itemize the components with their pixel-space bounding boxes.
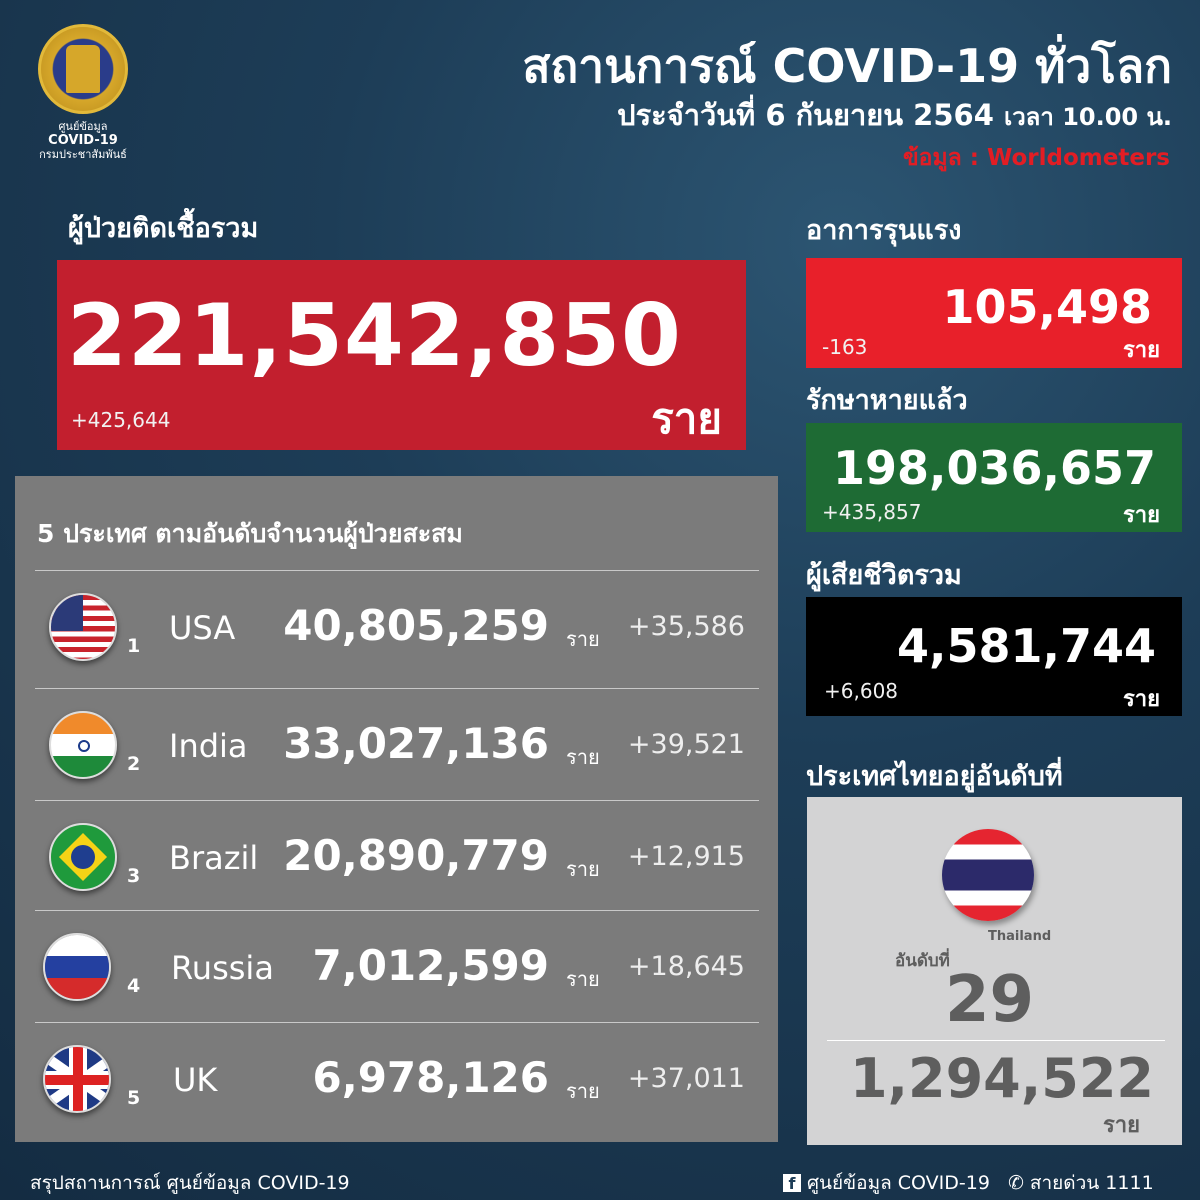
rank: 4 — [127, 975, 141, 997]
recovered-card: 198,036,657 +435,857 ราย — [806, 423, 1182, 532]
thailand-unit: ราย — [1102, 1113, 1140, 1138]
country-delta: +18,645 — [627, 951, 745, 982]
critical-value: 105,498 — [942, 280, 1152, 334]
footer-summary: สรุปสถานการณ์ ศูนย์ข้อมูล COVID-19 — [30, 1172, 350, 1194]
total-cases-value: 221,542,850 — [67, 286, 682, 386]
country-delta: +37,011 — [627, 1063, 745, 1094]
facebook-icon: f — [783, 1174, 801, 1193]
total-cases-card: 221,542,850 +425,644 ราย — [57, 260, 746, 450]
top5-panel: 5 ประเทศ ตามอันดับจำนวนผู้ป่วยสะสม 1 USA… — [15, 476, 778, 1142]
facebook-page[interactable]: ศูนย์ข้อมูล COVID-19 — [807, 1172, 990, 1194]
country-count: 20,890,779 — [283, 831, 549, 880]
india-flag-icon — [49, 711, 117, 779]
top5-title: 5 ประเทศ ตามอันดับจำนวนผู้ป่วยสะสม — [37, 519, 463, 548]
rank: 2 — [127, 753, 141, 775]
recovered-unit: ราย — [1122, 503, 1160, 528]
phone-icon: ✆ — [1007, 1172, 1024, 1194]
thailand-country: Thailand — [988, 929, 1052, 944]
logo-line2: COVID-19 — [48, 133, 118, 148]
country-name: Russia — [171, 949, 274, 987]
thailand-count: 1,294,522 — [849, 1047, 1154, 1110]
critical-card: 105,498 -163 ราย — [806, 258, 1182, 368]
country-delta: +12,915 — [627, 841, 745, 872]
country-name: Brazil — [169, 839, 259, 877]
country-name: UK — [173, 1061, 218, 1099]
rank: 1 — [127, 635, 141, 657]
recovered-label: รักษาหายแล้ว — [806, 385, 968, 416]
government-seal-logo — [38, 24, 128, 114]
deaths-label: ผู้เสียชีวิตรวม — [806, 560, 962, 591]
country-row: 3 Brazil 20,890,779 ราย +12,915 — [35, 800, 759, 912]
date: ประจำวันที่ 6 กันยายน 2564 — [617, 98, 994, 132]
date-line: ประจำวันที่ 6 กันยายน 2564 เวลา 10.00 น. — [617, 92, 1172, 138]
logo-line3: กรมประชาสัมพันธ์ — [39, 148, 127, 161]
deaths-value: 4,581,744 — [897, 619, 1156, 673]
uk-flag-icon — [43, 1045, 111, 1113]
deaths-card: 4,581,744 +6,608 ราย — [806, 597, 1182, 716]
critical-label: อาการรุนแรง — [806, 215, 962, 246]
usa-flag-icon — [49, 593, 117, 661]
country-unit: ราย — [566, 1079, 600, 1103]
critical-unit: ราย — [1122, 338, 1160, 363]
country-row: 4 Russia 7,012,599 ราย +18,645 — [35, 910, 759, 1022]
country-name: USA — [169, 609, 236, 647]
russia-flag-icon — [43, 933, 111, 1001]
country-delta: +39,521 — [627, 729, 745, 760]
deaths-unit: ราย — [1122, 687, 1160, 712]
recovered-delta: +435,857 — [822, 500, 922, 524]
country-name: India — [169, 727, 248, 765]
country-row: 2 India 33,027,136 ราย +39,521 — [35, 688, 759, 800]
page-title: สถานการณ์ COVID-19 ทั่วโลก — [522, 39, 1172, 93]
country-count: 40,805,259 — [283, 601, 549, 650]
total-cases-label: ผู้ป่วยติดเชื้อรวม — [68, 213, 259, 244]
thailand-flag-icon — [942, 829, 1034, 921]
divider — [827, 1040, 1165, 1041]
country-count: 6,978,126 — [312, 1053, 549, 1102]
hotline[interactable]: สายด่วน 1111 — [1029, 1172, 1154, 1194]
deaths-delta: +6,608 — [824, 679, 899, 703]
logo-caption: ศูนย์ข้อมูล COVID-19 กรมประชาสัมพันธ์ — [20, 120, 146, 162]
country-unit: ราย — [566, 745, 600, 769]
time: เวลา 10.00 น. — [1003, 103, 1172, 131]
critical-delta: -163 — [822, 335, 868, 359]
total-cases-unit: ราย — [651, 394, 722, 443]
logo-line1: ศูนย์ข้อมูล — [58, 120, 108, 133]
rank-label: อันดับที่ — [895, 951, 950, 971]
total-cases-delta: +425,644 — [71, 408, 171, 432]
thailand-card: Thailand อันดับที่ 29 1,294,522 ราย — [807, 797, 1182, 1145]
rank: 3 — [127, 865, 141, 887]
country-unit: ราย — [566, 967, 600, 991]
country-unit: ราย — [566, 627, 600, 651]
country-count: 7,012,599 — [312, 941, 549, 990]
thailand-rank: 29 — [945, 963, 1035, 1037]
data-source: ข้อมูล : Worldometers — [902, 145, 1170, 171]
rank: 5 — [127, 1087, 141, 1109]
country-delta: +35,586 — [627, 611, 745, 642]
country-unit: ราย — [566, 857, 600, 881]
footer-contacts: f ศูนย์ข้อมูล COVID-19 ✆ สายด่วน 1111 — [783, 1168, 1154, 1198]
thailand-label: ประเทศไทยอยู่อันดับที่ — [806, 761, 1063, 792]
country-row: 5 UK 6,978,126 ราย +37,011 — [35, 1022, 759, 1134]
country-row: 1 USA 40,805,259 ราย +35,586 — [35, 570, 759, 682]
recovered-value: 198,036,657 — [832, 441, 1156, 495]
country-count: 33,027,136 — [283, 719, 549, 768]
brazil-flag-icon — [49, 823, 117, 891]
